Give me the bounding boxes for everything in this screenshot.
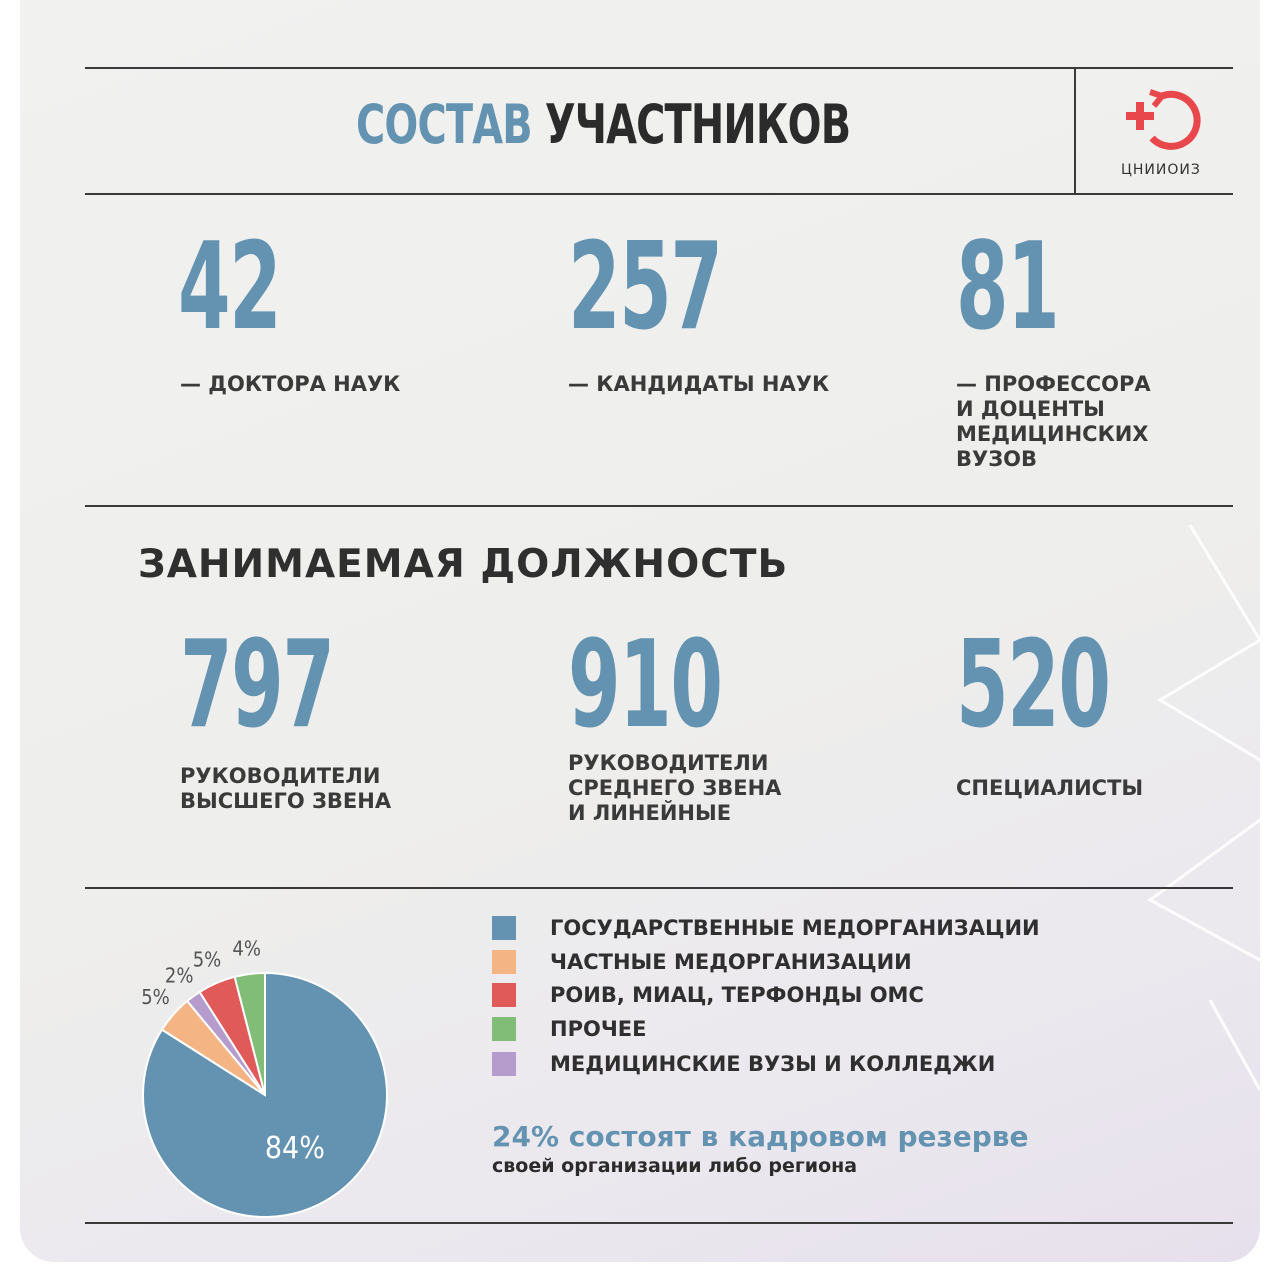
- reserve-headline: 24% состоят в кадровом резерве: [492, 1120, 1029, 1153]
- pie-label-4: 4%: [232, 937, 261, 961]
- header-vertical-divider: [1074, 67, 1076, 194]
- stat-label-top-managers: РУКОВОДИТЕЛИ ВЫСШЕГО ЗВЕНА: [180, 764, 392, 813]
- legend-label: ЧАСТНЫЕ МЕДОРГАНИЗАЦИИ: [550, 950, 912, 974]
- legend-label: МЕДИЦИНСКИЕ ВУЗЫ И КОЛЛЕДЖИ: [550, 1052, 996, 1076]
- pie-label-3: 5%: [193, 948, 222, 972]
- header-bottom-divider: [85, 193, 1233, 195]
- stat-label-professors: — ПРОФЕССОРА И ДОЦЕНТЫ МЕДИЦИНСКИХ ВУЗОВ: [956, 372, 1151, 471]
- stat-value-candidates: 257: [568, 218, 723, 357]
- legend-label: РОИВ, МИАЦ, ТЕРФОНДЫ ОМС: [550, 983, 924, 1007]
- stat-value-specialists: 520: [956, 616, 1111, 755]
- pie-slice-4: [233, 971, 266, 1096]
- legend-swatch: [492, 950, 516, 974]
- section-title-position: ЗАНИМАЕМАЯ ДОЛЖНОСТЬ: [138, 542, 789, 587]
- section-divider: [85, 505, 1233, 507]
- stat-value-professors: 81: [956, 218, 1060, 357]
- title-part-accent: СОСТАВ: [356, 93, 533, 156]
- legend-swatch: [492, 916, 516, 940]
- pie-label-2: 2%: [165, 963, 194, 987]
- pie-label-0: 84%: [265, 1131, 325, 1166]
- bottom-divider: [85, 1222, 1233, 1224]
- legend-swatch: [492, 983, 516, 1007]
- pie-label-1: 5%: [141, 985, 170, 1009]
- page-title: СОСТАВ УЧАСТНИКОВ: [356, 93, 851, 156]
- stat-label-specialists: СПЕЦИАЛИСТЫ: [956, 776, 1144, 800]
- reserve-subline: своей организации либо региона: [492, 1155, 858, 1177]
- logo-text: ЦНИИОИЗ: [1121, 162, 1201, 178]
- legend-swatch: [492, 1017, 516, 1041]
- stat-label-middle-managers: РУКОВОДИТЕЛИ СРЕДНЕГО ЗВЕНА И ЛИНЕЙНЫЕ: [568, 751, 782, 825]
- stat-label-candidates: — КАНДИДАТЫ НАУК: [568, 372, 830, 396]
- legend-label: ГОСУДАРСТВЕННЫЕ МЕДОРГАНИЗАЦИИ: [550, 916, 1040, 940]
- stat-value-doctors: 42: [178, 218, 282, 357]
- title-part-dark: УЧАСТНИКОВ: [544, 93, 851, 156]
- legend-label: ПРОЧЕЕ: [550, 1017, 647, 1041]
- stat-value-middle-managers: 910: [568, 616, 723, 755]
- pie-chart: 84% 5%2%5% 4%: [141, 937, 388, 1218]
- decorative-lines-icon: [1147, 524, 1260, 1091]
- stat-label-doctors: — ДОКТОРА НАУК: [180, 372, 401, 396]
- legend-swatch: [492, 1052, 516, 1076]
- top-divider: [85, 67, 1233, 69]
- infographic-card: СОСТАВ УЧАСТНИКОВ ЦНИИОИЗ 42 — ДОКТОРА Н…: [20, 0, 1260, 1262]
- stat-value-top-managers: 797: [180, 616, 335, 755]
- chart-top-divider: [85, 887, 1233, 889]
- cross-arrow-circle-icon: [1126, 89, 1201, 150]
